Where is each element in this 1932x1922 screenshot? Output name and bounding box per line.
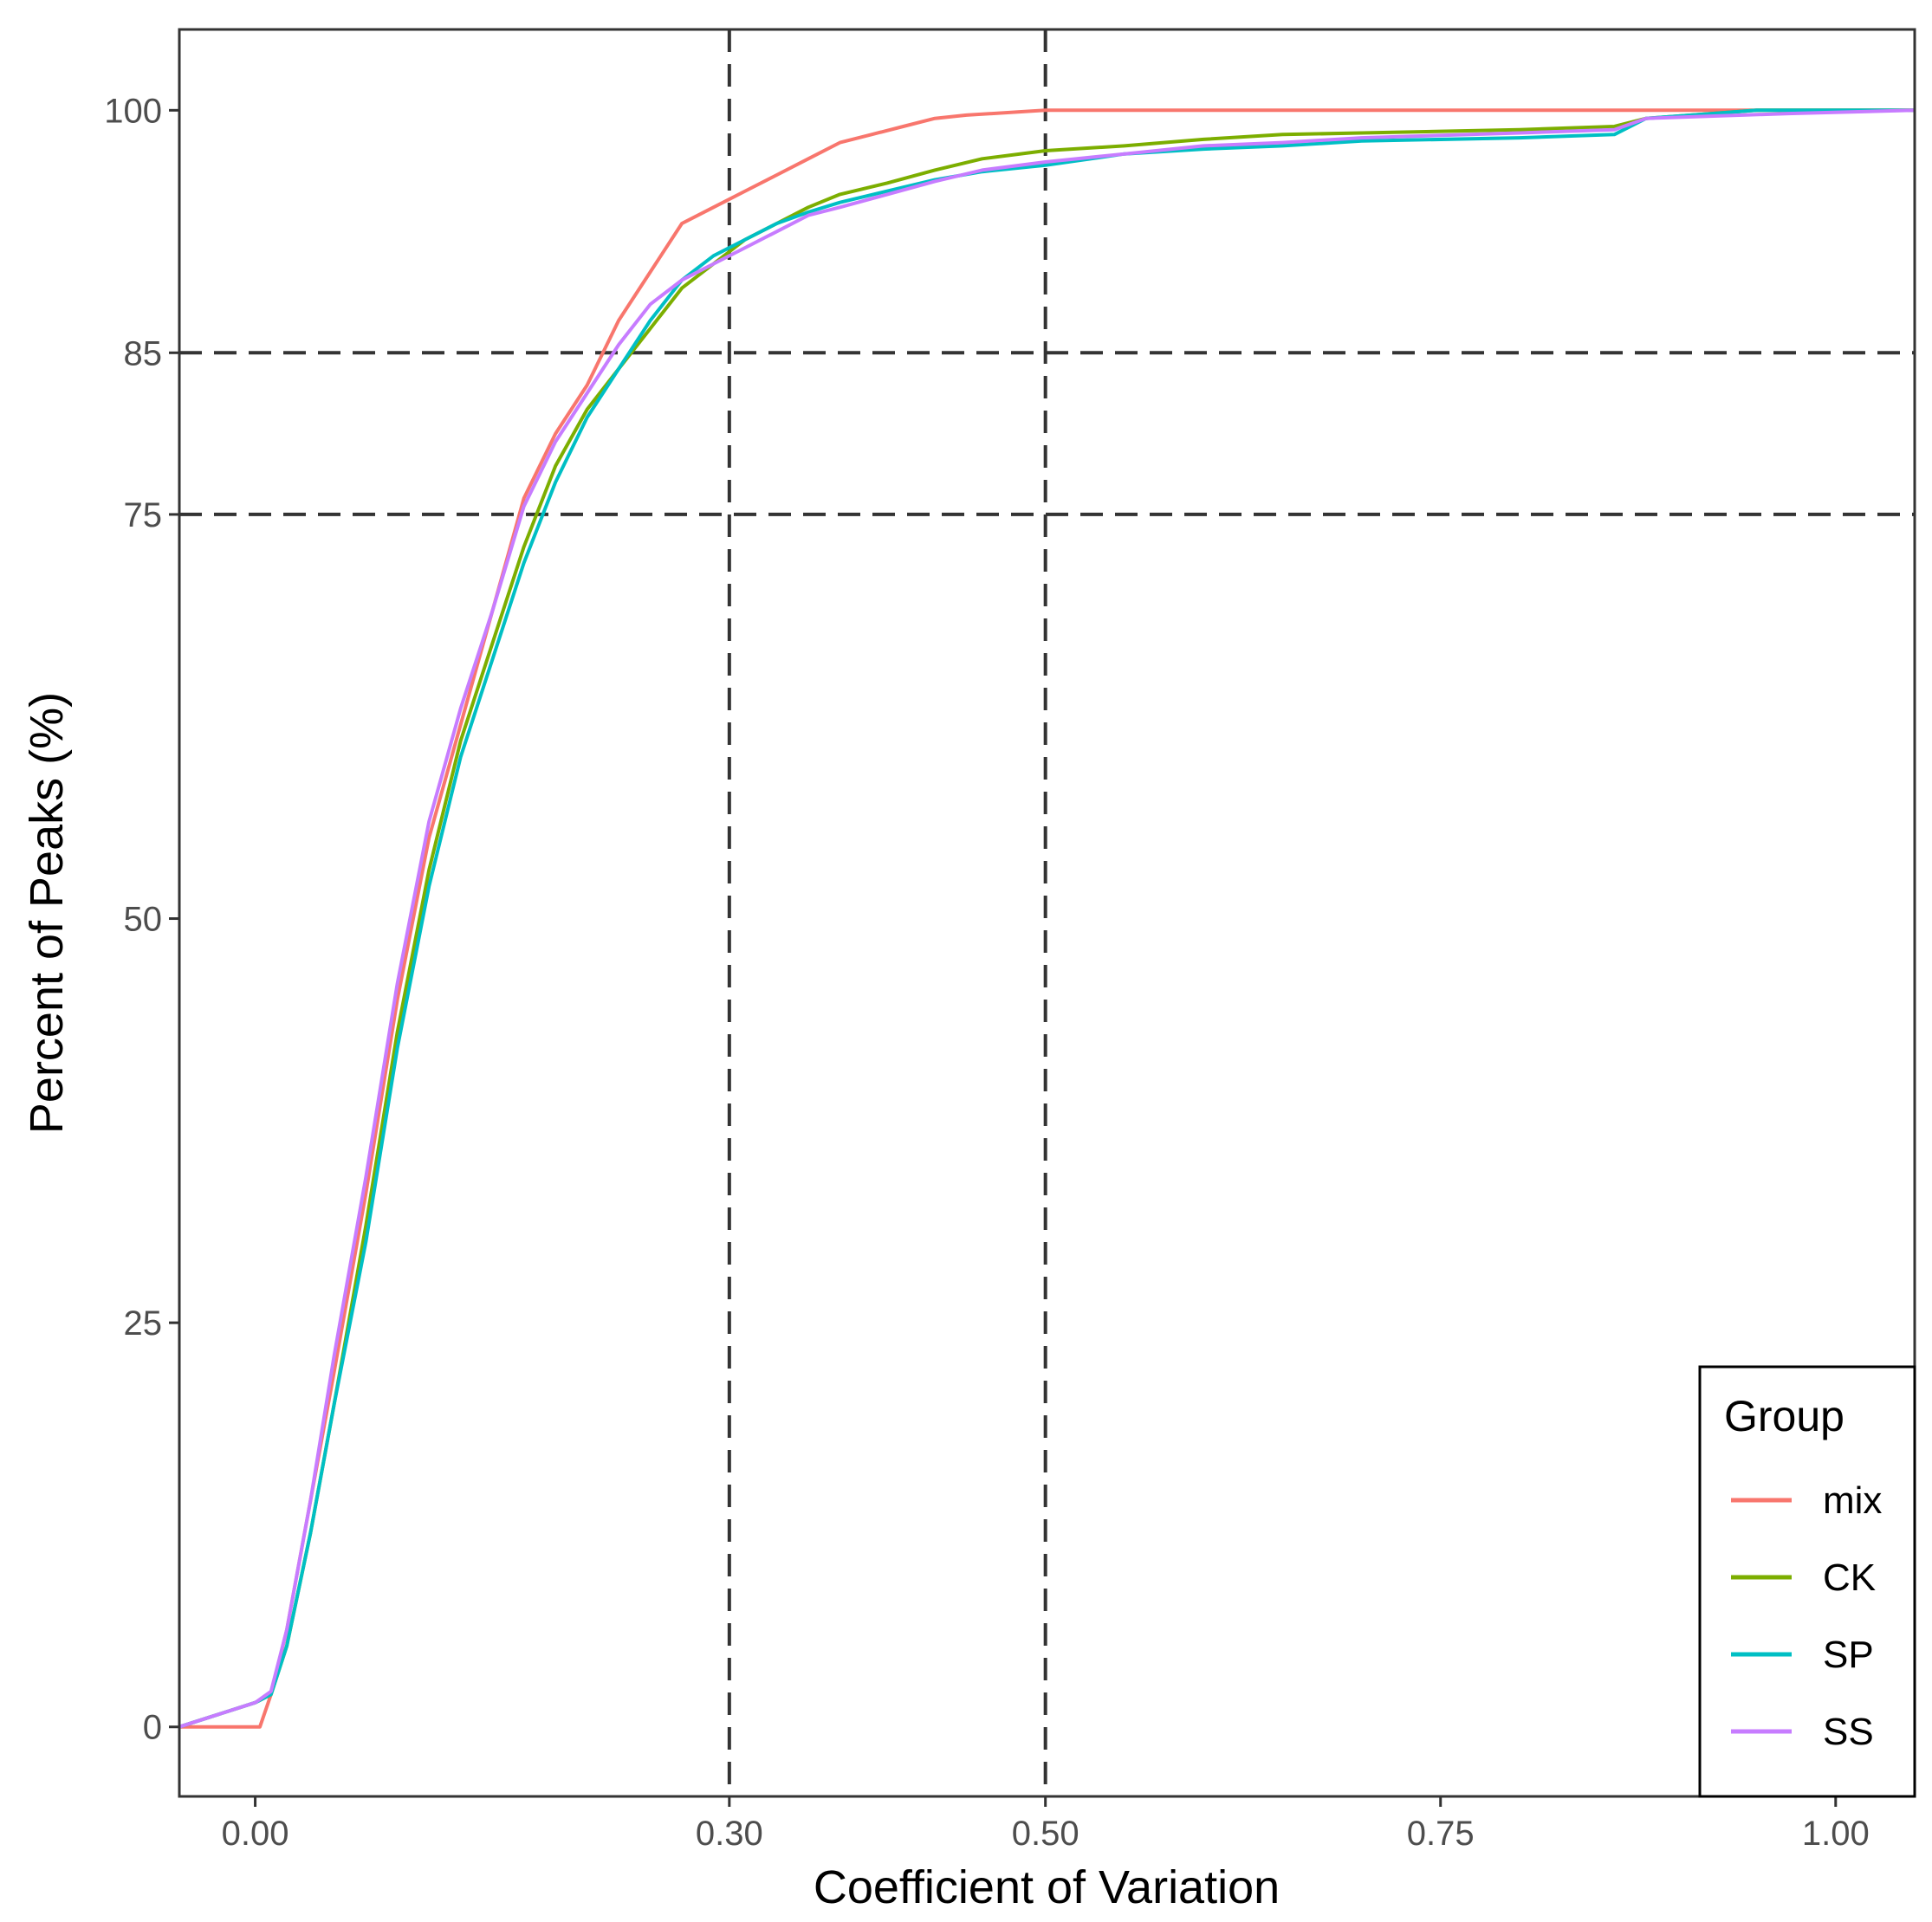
series-line-ss (178, 108, 1916, 1729)
y-axis: 0 25 50 75 85 100 (104, 92, 179, 1747)
legend-entries: mix CK SP SS (1731, 1479, 1882, 1753)
legend-label-mix: mix (1823, 1479, 1882, 1522)
y-tick-label: 75 (124, 496, 163, 534)
y-tick-label: 0 (143, 1709, 162, 1747)
legend-box (1698, 1365, 1916, 1798)
y-axis-title: Percent of Peaks (%) (21, 692, 73, 1134)
x-axis: 0.00 0.30 0.50 0.75 1.00 (222, 1796, 1870, 1853)
x-tick-label: 1.00 (1802, 1815, 1870, 1853)
series-lines (178, 108, 1916, 1729)
x-tick-label: 0.75 (1407, 1815, 1475, 1853)
legend-label-ss: SS (1823, 1711, 1874, 1753)
plot-panel-border (178, 28, 1916, 1798)
series-line-sp (178, 108, 1915, 1729)
x-tick-label: 0.00 (222, 1815, 289, 1853)
x-tick-label: 0.50 (1012, 1815, 1079, 1853)
y-tick-label: 85 (124, 334, 163, 372)
legend: Group mix CK SP SS (1698, 1365, 1916, 1798)
legend-title: Group (1724, 1392, 1844, 1440)
y-tick-label: 25 (124, 1304, 163, 1343)
legend-label-ck: CK (1823, 1556, 1876, 1599)
legend-label-sp: SP (1823, 1634, 1874, 1676)
x-tick-label: 0.30 (696, 1815, 763, 1853)
y-tick-label: 50 (124, 901, 163, 939)
reference-lines (179, 29, 1915, 1796)
x-axis-title: Coefficient of Variation (814, 1861, 1280, 1913)
y-tick-label: 100 (104, 92, 162, 130)
